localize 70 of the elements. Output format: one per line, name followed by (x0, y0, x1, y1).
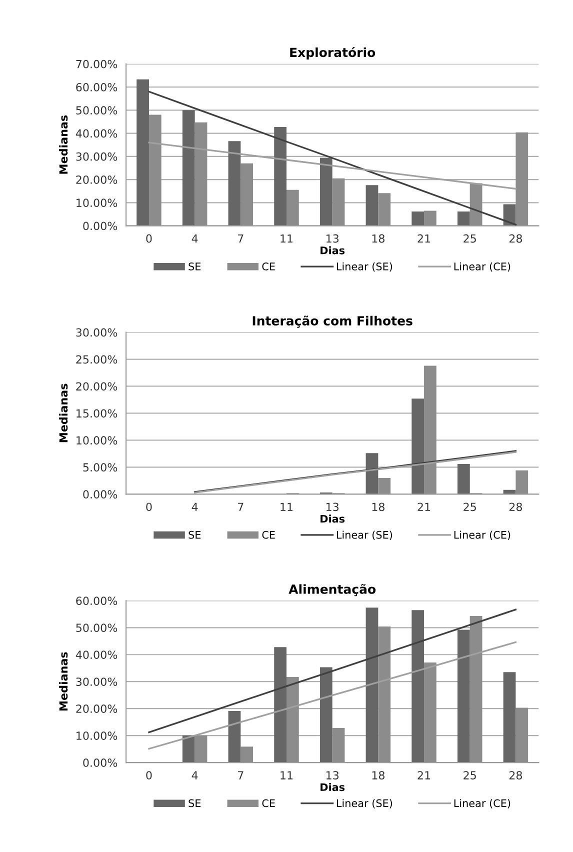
x-tick-label: 28 (509, 771, 522, 780)
legend-label: Linear (CE) (454, 262, 510, 272)
y-tick-label: 20.00% (76, 176, 118, 184)
x-tick-label: 21 (418, 771, 430, 780)
x-tick-label: 11 (280, 234, 293, 243)
y-tick-label: 20.00% (76, 382, 118, 391)
x-tick-label: 7 (238, 771, 244, 780)
x-axis-title: Dias (320, 783, 345, 792)
y-tick-label: 30.00% (76, 678, 118, 686)
legend-label: Linear (CE) (454, 530, 510, 540)
y-tick-label: 50.00% (76, 106, 118, 115)
x-tick-label: 18 (372, 502, 384, 512)
y-tick-label: 50.00% (76, 624, 118, 632)
x-tick-label: 18 (372, 234, 384, 243)
y-tick-label: 30.00% (76, 152, 118, 161)
x-tick-label: 25 (464, 234, 476, 243)
y-tick-label: 0.00% (83, 222, 118, 230)
x-axis-title: Dias (320, 514, 345, 523)
y-tick-label: 70.00% (76, 60, 118, 68)
y-axis-title: Medianas (59, 384, 68, 442)
x-tick-label: 4 (192, 234, 198, 243)
x-tick-label: 25 (464, 771, 476, 780)
legend-label: CE (262, 262, 275, 270)
x-tick-label: 28 (509, 234, 522, 243)
legend-label: SE (188, 530, 201, 539)
x-tick-label: 28 (509, 502, 522, 512)
x-tick-label: 11 (280, 502, 293, 511)
legend-label: Linear (CE) (454, 799, 510, 808)
x-tick-label: 13 (326, 234, 339, 243)
y-tick-label: 0.00% (83, 490, 118, 499)
y-tick-label: 60.00% (76, 83, 118, 92)
x-tick-label: 0 (146, 502, 152, 512)
y-tick-label: 10.00% (76, 198, 118, 208)
y-tick-label: 60.00% (76, 596, 118, 606)
legend-label: Linear (SE) (336, 799, 392, 808)
y-tick-label: 10.00% (76, 732, 118, 740)
y-tick-label: 5.00% (83, 463, 118, 472)
x-tick-label: 11 (280, 771, 293, 780)
x-tick-label: 18 (372, 771, 384, 780)
legend-label: SE (188, 799, 201, 808)
legend-label: Linear (SE) (336, 530, 392, 540)
y-axis-title: Medianas (59, 652, 68, 711)
legend-label: SE (188, 262, 201, 270)
y-tick-label: 25.00% (76, 355, 118, 364)
x-tick-label: 7 (238, 502, 244, 511)
chart-title: Interação com Filhotes (252, 316, 412, 328)
y-tick-label: 20.00% (76, 704, 118, 713)
y-tick-label: 10.00% (76, 436, 118, 445)
x-tick-label: 0 (146, 771, 152, 780)
y-tick-label: 15.00% (76, 409, 118, 418)
x-tick-label: 25 (464, 502, 476, 512)
x-axis-title: Dias (320, 246, 345, 254)
chart-title: Alimentação (288, 584, 376, 596)
y-axis-title: Medianas (59, 115, 68, 174)
legend-label: CE (262, 799, 275, 808)
x-tick-label: 21 (418, 234, 430, 243)
x-tick-label: 7 (238, 234, 244, 243)
x-tick-label: 13 (326, 771, 339, 780)
x-tick-label: 4 (192, 771, 198, 780)
x-tick-label: 13 (326, 502, 339, 512)
y-tick-label: 0.00% (83, 758, 118, 767)
y-tick-label: 40.00% (76, 129, 118, 138)
legend-label: CE (262, 530, 275, 539)
x-tick-label: 21 (418, 502, 430, 511)
chart-title: Exploratório (290, 46, 376, 60)
x-tick-label: 4 (192, 502, 198, 511)
y-tick-label: 40.00% (76, 650, 118, 659)
y-tick-label: 30.00% (76, 328, 118, 337)
x-tick-label: 0 (146, 234, 152, 243)
legend-label: Linear (SE) (336, 262, 392, 272)
